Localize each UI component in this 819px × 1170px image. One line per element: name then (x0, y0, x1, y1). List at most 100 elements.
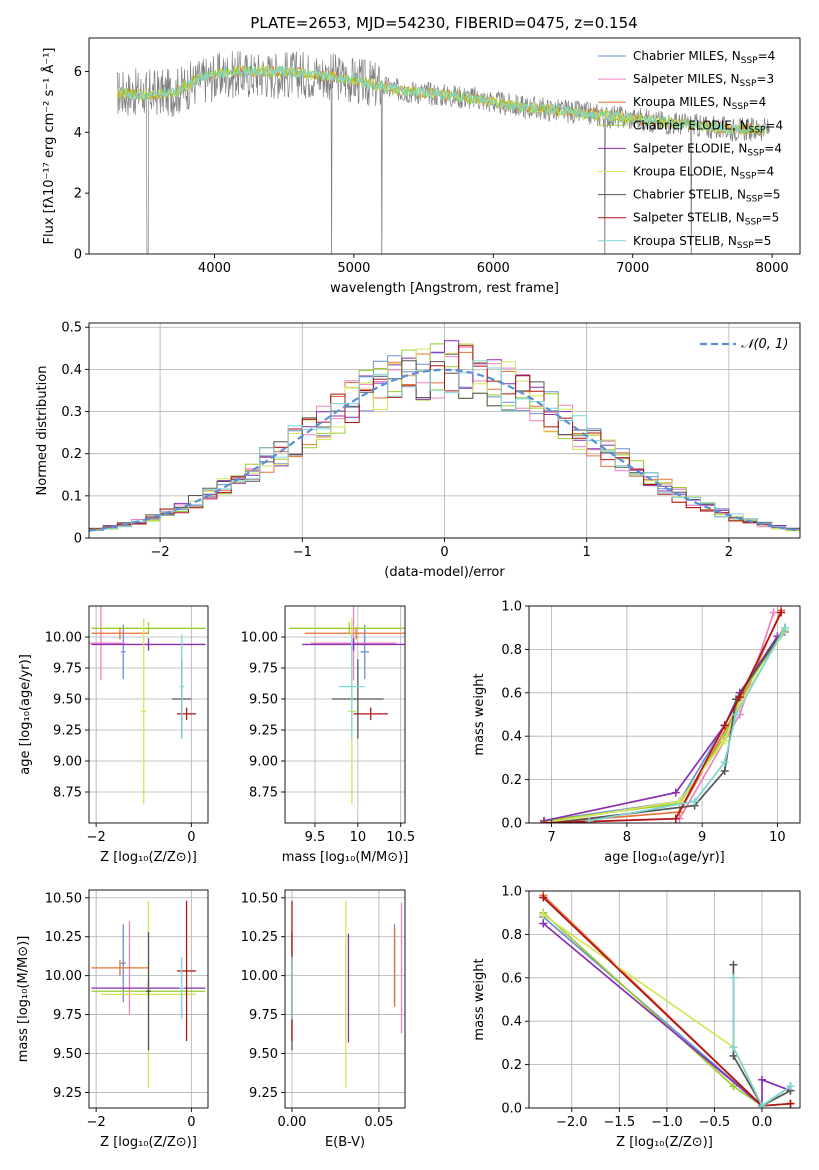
cumulative-marker (539, 893, 548, 902)
axes-frame (88, 605, 209, 824)
y-axis-label: mass weight (472, 673, 487, 755)
y-tick-label: 10.50 (241, 891, 278, 906)
x-tick-label: 1 (583, 545, 591, 560)
legend-label: Kroupa STELIB, NSSP=5 (633, 234, 771, 251)
y-tick-label: 0.8 (501, 643, 522, 658)
legend-subscript: SSP (746, 195, 763, 205)
x-tick-label: −0.5 (699, 1115, 731, 1130)
y-tick-label: 0.4 (501, 730, 522, 745)
y-tick-label: 9.75 (53, 662, 82, 677)
x-axis-label: mass [log₁₀(M/M⊙)] (282, 850, 409, 865)
y-tick-label: 9.25 (53, 1086, 82, 1101)
x-tick-label: 7000 (616, 261, 649, 276)
legend-label: Chabrier ELODIE, NSSP=4 (633, 118, 783, 135)
legend-label: 𝒩(0, 1) (741, 337, 788, 352)
axes-frame (88, 37, 801, 255)
cumulative-marker (757, 1075, 766, 1084)
y-tick-label: 0 (74, 532, 82, 547)
x-tick-label: 0.00 (277, 1115, 306, 1130)
x-tick-label: 10 (769, 830, 786, 845)
cumulative-marker (720, 758, 729, 767)
x-tick-label: 10 (350, 830, 367, 845)
cumulative-marker (786, 1099, 795, 1108)
legend-label: Kroupa ELODIE, NSSP=4 (633, 165, 774, 182)
axes-frame (88, 889, 209, 1109)
y-tick-label: 6 (74, 65, 82, 80)
plot-area (89, 606, 206, 805)
legend-subscript: SSP (740, 79, 757, 89)
cumulative-line (732, 977, 791, 1108)
plot-area (116, 50, 770, 254)
y-tick-label: 8.75 (249, 786, 278, 801)
legend-label: Chabrier MILES, NSSP=4 (633, 49, 775, 66)
legend-label: Salpeter MILES, NSSP=3 (633, 72, 774, 89)
spectrum-legend: Chabrier MILES, NSSP=4 Salpeter MILES, NS… (598, 49, 783, 251)
y-tick-label: 0.2 (61, 447, 82, 462)
cumulative-marker (539, 910, 548, 919)
cumulative-marker (547, 819, 556, 823)
legend-count: =4 (764, 141, 782, 155)
cumulative-marker (729, 1043, 738, 1052)
cumulative-marker (671, 814, 680, 823)
y-tick-label: 9.50 (53, 693, 82, 708)
cumulative-marker (540, 819, 549, 823)
y-tick-label: 9.75 (53, 1008, 82, 1023)
cumulative-marker (585, 816, 594, 823)
y-tick-label: 9.25 (249, 724, 278, 739)
axes-frame (528, 890, 801, 1109)
y-tick-label: 0.0 (501, 817, 522, 832)
spectrum-data-line (116, 50, 770, 254)
y-axis-label: mass weight (472, 958, 487, 1040)
cumulative-marker (786, 1082, 795, 1091)
y-tick-label: 9.25 (53, 724, 82, 739)
cumulative-marker (729, 960, 738, 969)
x-tick-label: −1 (293, 545, 312, 560)
y-tick-label: 1.0 (501, 600, 522, 615)
x-tick-label: −2.0 (556, 1115, 588, 1130)
age-vs-metallicity-panel: −2 0 8.75 9.00 9.25 9.50 9.75 10.00 Z [log₁₀(Z/Z… (18, 605, 209, 865)
legend-count: =3 (756, 72, 774, 86)
x-axis-label: age [log₁₀(age/yr)] (604, 850, 725, 865)
x-axis-label: (data-model)/error (384, 565, 505, 580)
legend-subscript: SSP (749, 125, 766, 135)
legend-count: =4 (756, 165, 774, 179)
x-axis-label: Z [log₁₀(Z/Z⊙)] (100, 850, 197, 865)
x-tick-label: 10.5 (386, 830, 415, 845)
y-tick-label: 9.50 (53, 1047, 82, 1062)
legend-count: =4 (758, 49, 776, 63)
y-tick-label: 10.00 (45, 969, 82, 984)
legend-label: Salpeter STELIB, NSSP=5 (633, 211, 779, 228)
y-tick-label: 10.00 (241, 631, 278, 646)
y-tick-label: 10.25 (241, 930, 278, 945)
cumulative-marker (720, 736, 729, 745)
axes-frame (284, 605, 406, 824)
mass-vs-reddening-panel: 0.00 0.05 9.25 9.50 9.75 10.00 10.25 10.50 E(B-V… (241, 889, 406, 1150)
x-tick-label: 0.05 (364, 1115, 393, 1130)
cumulative-marker (720, 721, 729, 730)
y-tick-label: 10.50 (45, 891, 82, 906)
cumulative-marker (729, 1082, 738, 1091)
x-tick-label: 9 (698, 830, 706, 845)
x-tick-label: 6000 (477, 261, 510, 276)
y-tick-label: 9.00 (249, 755, 278, 770)
legend-count: =5 (754, 234, 772, 248)
y-tick-label: 0.8 (501, 928, 522, 943)
mass-vs-metallicity-panel: −2 0 9.25 9.50 9.75 10.00 10.25 10.50 Z [log₁₀(Z… (16, 889, 209, 1150)
legend-count: =4 (765, 118, 783, 132)
plot-area (89, 340, 800, 538)
legend-label: Salpeter ELODIE, NSSP=4 (633, 141, 782, 158)
legend-count: =5 (763, 188, 781, 202)
x-axis-label: wavelength [Angstrom, rest frame] (330, 281, 559, 296)
y-tick-label: 10.00 (241, 969, 278, 984)
x-tick-label: −2 (151, 545, 170, 560)
y-tick-label: 0.6 (501, 686, 522, 701)
x-tick-label: 8 (623, 830, 631, 845)
cumulative-marker (729, 1051, 738, 1060)
y-tick-label: 0.4 (501, 1015, 522, 1030)
y-tick-label: 0.3 (61, 405, 82, 420)
cumulative-marker (539, 919, 548, 928)
x-tick-label: −1.0 (651, 1115, 683, 1130)
y-tick-label: 9.50 (249, 693, 278, 708)
cumulative-marker (690, 797, 699, 806)
